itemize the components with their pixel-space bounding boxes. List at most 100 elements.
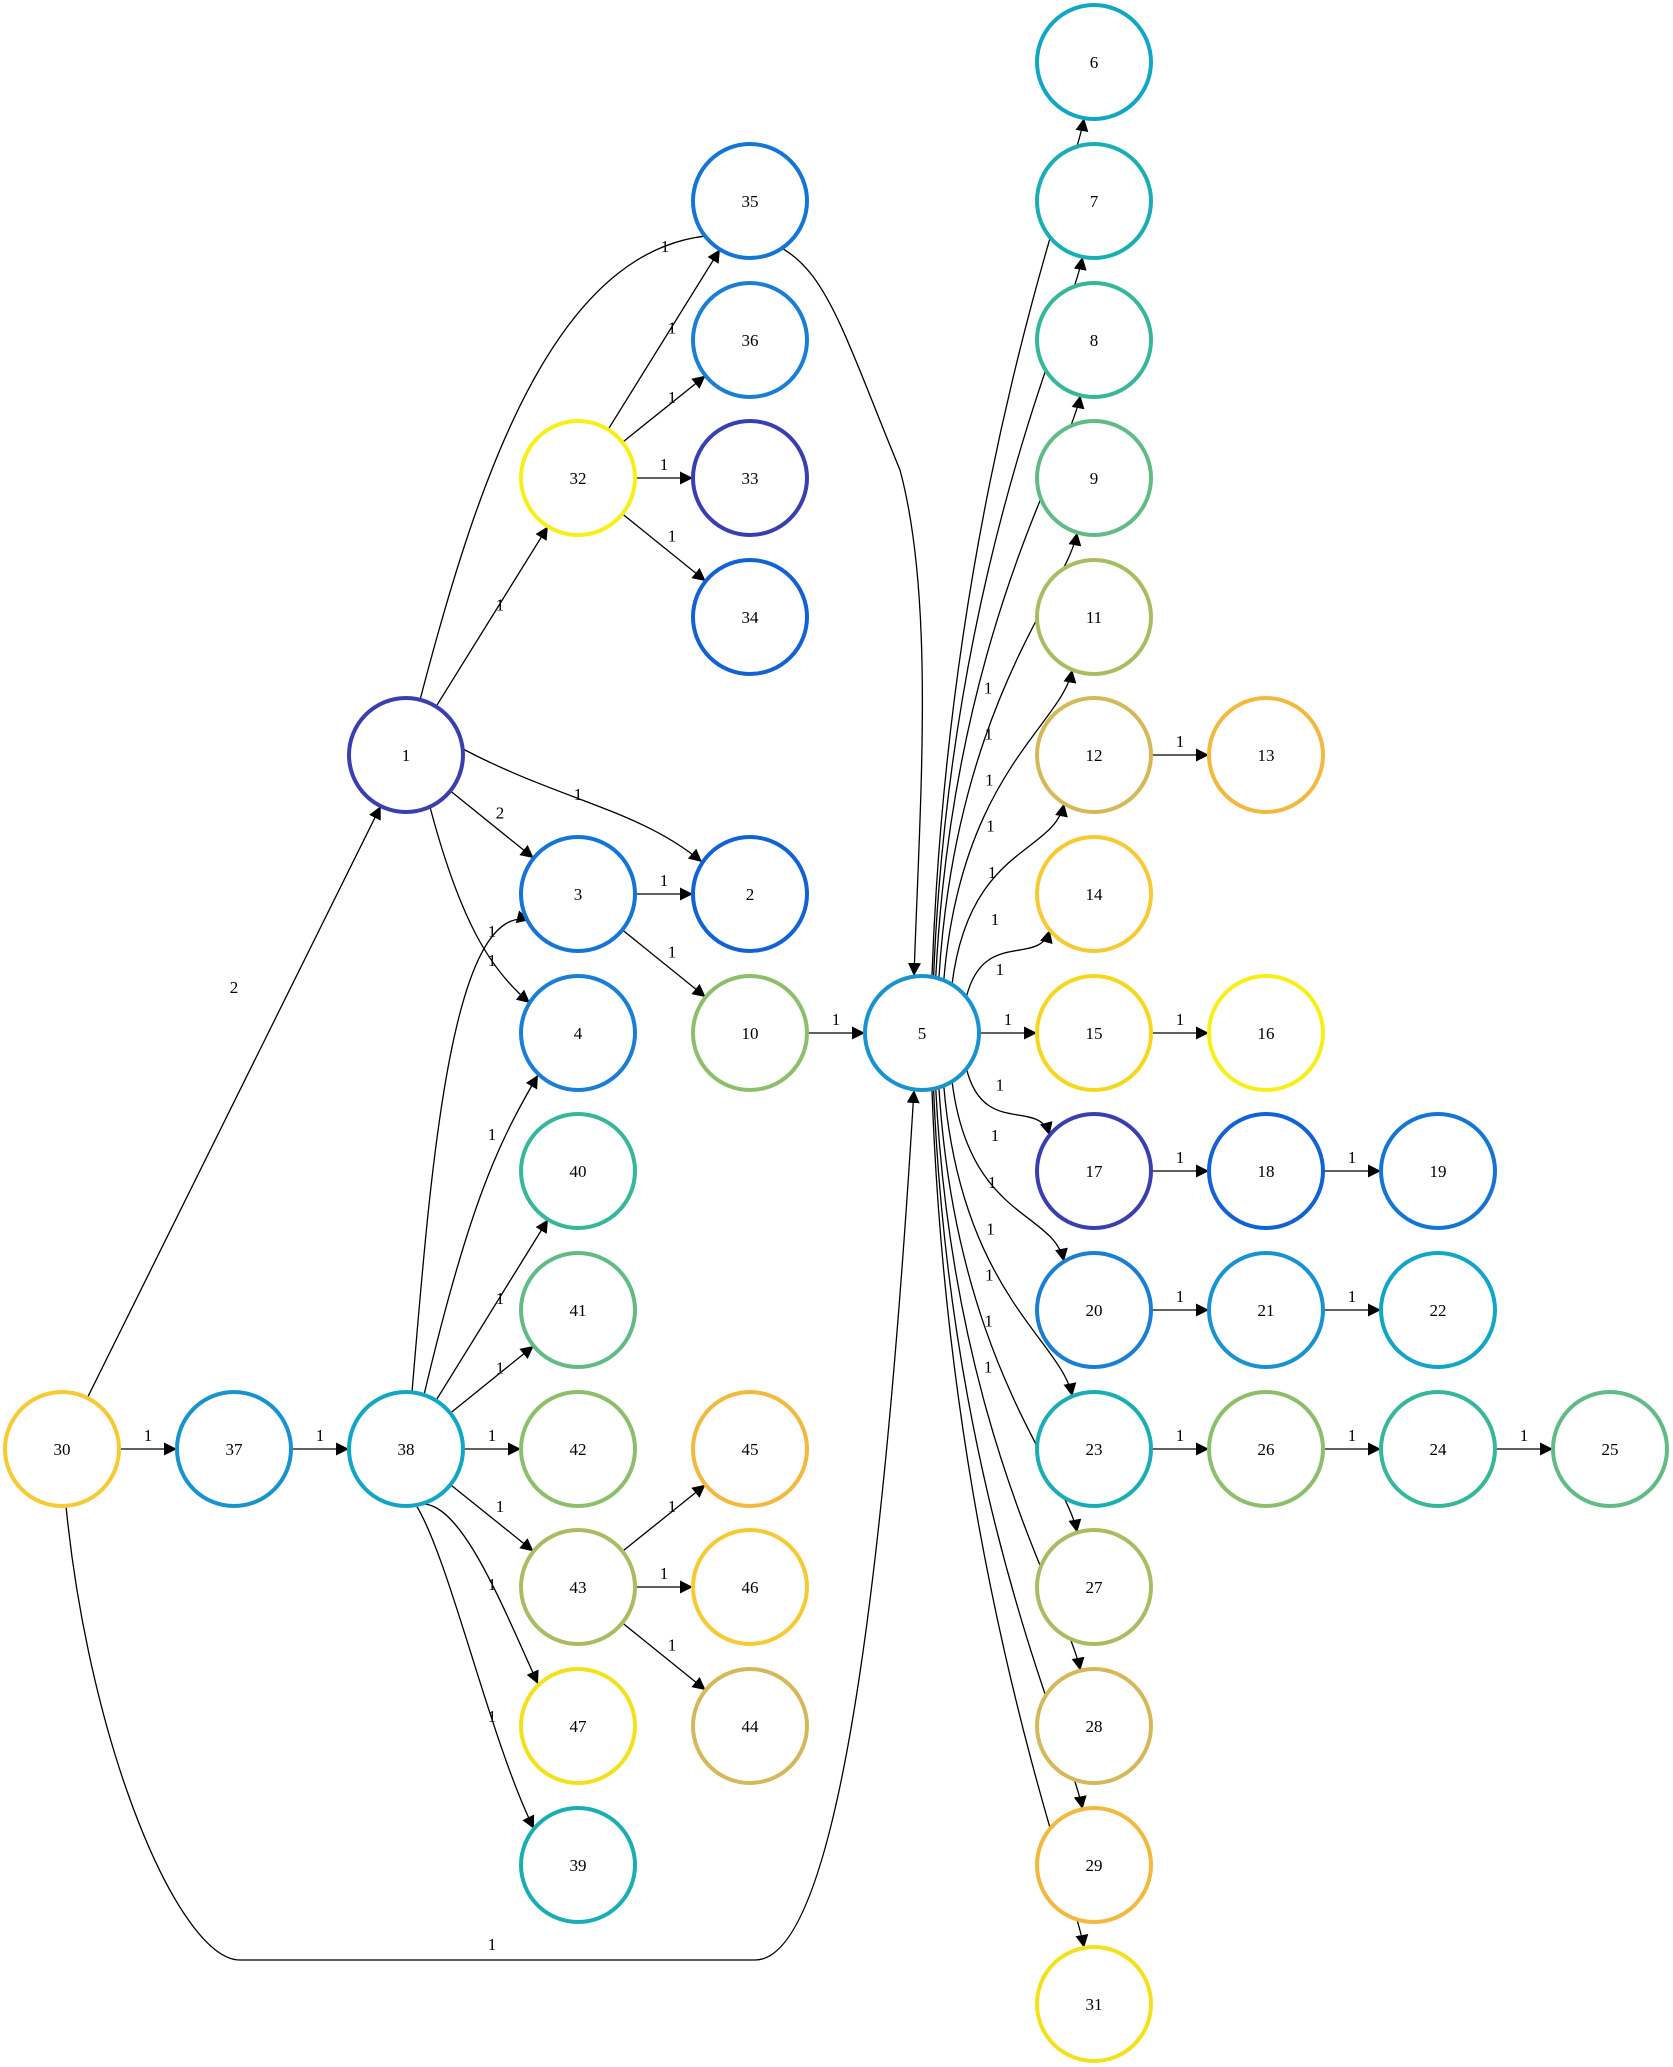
node-label-29: 29 xyxy=(1086,1856,1103,1875)
node-label-11: 11 xyxy=(1086,608,1102,627)
edge-label-17-to-18: 1 xyxy=(1176,1148,1185,1167)
edge-label-3-to-2: 1 xyxy=(660,871,669,890)
node-label-36: 36 xyxy=(742,331,759,350)
edge-label-5-to-12: 1 xyxy=(991,910,1000,929)
node-24: 24 xyxy=(1379,1390,1497,1508)
node-label-8: 8 xyxy=(1090,331,1099,350)
node-circle-32 xyxy=(519,419,637,537)
node-9: 9 xyxy=(1035,419,1153,537)
node-label-23: 23 xyxy=(1086,1440,1103,1459)
edge-label-38-to-3: 1 xyxy=(488,922,497,941)
node-35: 35 xyxy=(691,142,809,260)
edge-label-23-to-26: 1 xyxy=(1176,1426,1185,1445)
node-label-3: 3 xyxy=(574,885,583,904)
node-circle-30 xyxy=(3,1390,121,1508)
node-circle-17 xyxy=(1035,1112,1153,1230)
node-circle-21 xyxy=(1207,1251,1325,1369)
edge-1-to-2 xyxy=(462,748,703,863)
node-circle-16 xyxy=(1207,974,1325,1092)
node-label-14: 14 xyxy=(1086,885,1104,904)
node-label-38: 38 xyxy=(398,1440,415,1459)
node-47: 47 xyxy=(519,1667,637,1785)
node-25: 25 xyxy=(1551,1390,1669,1508)
node-label-30: 30 xyxy=(54,1440,71,1459)
node-11: 11 xyxy=(1035,558,1153,676)
node-13: 13 xyxy=(1207,696,1325,814)
node-label-39: 39 xyxy=(570,1856,587,1875)
edge-32-to-36 xyxy=(622,375,706,443)
edge-38-to-3 xyxy=(411,910,531,1393)
edge-label-10-to-5: 1 xyxy=(832,1010,841,1029)
node-circle-4 xyxy=(519,974,637,1092)
edge-43-to-45 xyxy=(622,1484,706,1552)
edge-label-20-to-21: 1 xyxy=(1176,1287,1185,1306)
node-label-28: 28 xyxy=(1086,1717,1103,1736)
node-34: 34 xyxy=(691,558,809,676)
node-label-41: 41 xyxy=(570,1301,587,1320)
node-label-22: 22 xyxy=(1430,1301,1447,1320)
edge-label-38-to-40: 1 xyxy=(496,1289,505,1308)
edge-label-1-to-2: 1 xyxy=(574,785,583,804)
node-label-15: 15 xyxy=(1086,1024,1103,1043)
node-20: 20 xyxy=(1035,1251,1153,1369)
node-12: 12 xyxy=(1035,696,1153,814)
node-circle-38 xyxy=(347,1390,465,1508)
edge-38-to-43 xyxy=(450,1484,534,1552)
node-label-27: 27 xyxy=(1086,1578,1104,1597)
node-label-33: 33 xyxy=(742,469,759,488)
node-18: 18 xyxy=(1207,1112,1325,1230)
node-27: 27 xyxy=(1035,1528,1153,1646)
edge-5-to-17 xyxy=(965,1068,1053,1136)
edges-layer: 2111111211111111111111111111111111111111… xyxy=(65,118,1553,1961)
node-circle-7 xyxy=(1035,142,1153,260)
edge-38-to-39 xyxy=(415,1504,535,1830)
node-circle-22 xyxy=(1379,1251,1497,1369)
node-label-37: 37 xyxy=(226,1440,244,1459)
node-32: 32 xyxy=(519,419,637,537)
edge-label-43-to-45: 1 xyxy=(668,1497,677,1516)
node-circle-15 xyxy=(1035,974,1153,1092)
node-5: 5 xyxy=(863,974,981,1092)
edge-label-43-to-46: 1 xyxy=(660,1564,669,1583)
node-circle-39 xyxy=(519,1806,637,1924)
node-circle-35 xyxy=(691,142,809,260)
node-43: 43 xyxy=(519,1528,637,1646)
node-circle-18 xyxy=(1207,1112,1325,1230)
edge-label-32-to-33: 1 xyxy=(660,455,669,474)
node-26: 26 xyxy=(1207,1390,1325,1508)
node-circle-41 xyxy=(519,1251,637,1369)
node-circle-31 xyxy=(1035,1945,1153,2063)
node-label-10: 10 xyxy=(742,1024,759,1043)
node-44: 44 xyxy=(691,1667,809,1785)
node-45: 45 xyxy=(691,1390,809,1508)
node-label-12: 12 xyxy=(1086,746,1103,765)
edge-label-38-to-39: 1 xyxy=(488,1707,497,1726)
node-21: 21 xyxy=(1207,1251,1325,1369)
edge-38-to-40 xyxy=(435,1219,549,1401)
node-label-43: 43 xyxy=(570,1578,587,1597)
edge-1-to-3 xyxy=(449,790,535,859)
node-label-24: 24 xyxy=(1430,1440,1448,1459)
edge-label-30-to-37: 1 xyxy=(144,1426,153,1445)
node-circle-5 xyxy=(863,974,981,1092)
edge-5-to-20 xyxy=(951,1081,1068,1262)
edge-label-21-to-22: 1 xyxy=(1348,1287,1357,1306)
edge-32-to-34 xyxy=(621,513,707,582)
edge-label-43-to-44: 1 xyxy=(668,1636,677,1655)
edge-label-26-to-24: 1 xyxy=(1348,1426,1357,1445)
edge-label-1-to-5: 1 xyxy=(661,237,670,256)
node-circle-26 xyxy=(1207,1390,1325,1508)
edge-label-37-to-38: 1 xyxy=(316,1426,325,1445)
node-label-21: 21 xyxy=(1258,1301,1275,1320)
node-circle-2 xyxy=(691,835,809,953)
edge-label-38-to-42: 1 xyxy=(488,1426,497,1445)
node-circle-44 xyxy=(691,1667,809,1785)
edge-label-18-to-19: 1 xyxy=(1348,1148,1357,1167)
edge-label-30-to-5: 1 xyxy=(488,1935,497,1954)
node-circle-29 xyxy=(1035,1806,1153,1924)
node-circle-12 xyxy=(1035,696,1153,814)
edge-label-38-to-43: 1 xyxy=(496,1497,505,1516)
node-label-20: 20 xyxy=(1086,1301,1103,1320)
edge-label-24-to-25: 1 xyxy=(1520,1426,1529,1445)
node-46: 46 xyxy=(691,1528,809,1646)
